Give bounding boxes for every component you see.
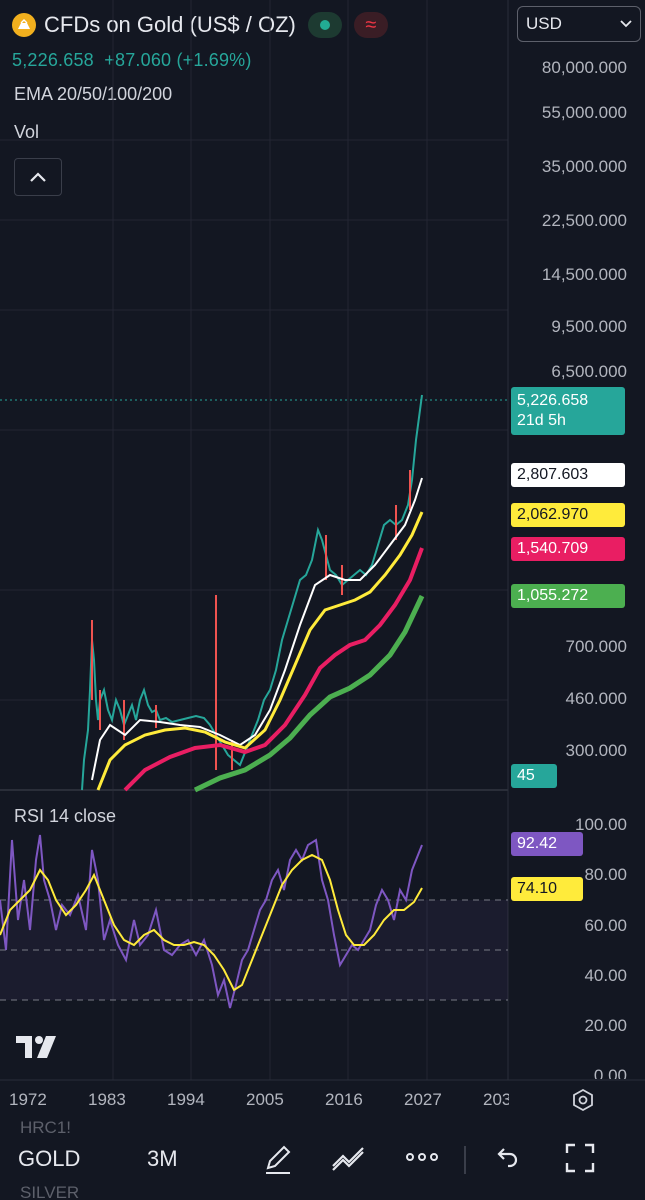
currency-value: USD: [526, 14, 562, 33]
gold-symbol-icon: [12, 13, 36, 37]
symbol-button[interactable]: GOLD: [18, 1146, 81, 1171]
time-axis-label: 2016: [325, 1090, 363, 1109]
price-axis-label: 14,500.000: [541, 265, 627, 284]
price-axis-label: 22,500.000: [541, 211, 627, 230]
chart-settings-button[interactable]: [571, 1088, 595, 1117]
bottom-toolbar: [0, 1124, 645, 1200]
ema20-tag: 2,807.603: [511, 463, 625, 487]
indicator-ema-label[interactable]: EMA 20/50/100/200: [14, 84, 173, 104]
rsi-label[interactable]: RSI 14 close: [14, 806, 117, 826]
rsi-axis-label: 0.00: [593, 1066, 627, 1079]
status-dot-icon: [319, 20, 330, 30]
indicators-button[interactable]: [331, 1142, 367, 1179]
undo-button[interactable]: [494, 1146, 520, 1177]
market-open-indicator[interactable]: [307, 12, 342, 38]
rsi-axis-label: 60.00: [584, 916, 627, 935]
rsi-axis-label: 80.00: [584, 865, 627, 884]
time-axis-label: 203: [483, 1090, 509, 1109]
price-chart[interactable]: [0, 0, 645, 1124]
ema-20-line: [91, 477, 423, 781]
price-axis-label: 460.000: [565, 689, 627, 708]
price-axis-label: 55,000.000: [541, 103, 627, 122]
toolbar-divider: [464, 1146, 466, 1174]
rsi-ma-tag: 74.10: [511, 877, 583, 901]
ema100-tag: 1,540.709: [511, 537, 625, 561]
indicator-vol-label[interactable]: Vol: [14, 122, 40, 142]
time-axis-label: 2027: [404, 1090, 442, 1109]
rsi-value-tag: 92.42: [511, 832, 583, 856]
volume-tag: 45: [511, 764, 557, 788]
price-axis-label: 300.000: [565, 741, 627, 760]
rsi-ma-line: [0, 853, 423, 992]
last-price-value: 5,226.658: [517, 392, 589, 409]
price-axis-label: 9,500.000: [551, 317, 627, 336]
settings-hexagon-icon: [573, 1088, 593, 1112]
price-change: 5,226.658 +87.060 (+1.69%): [12, 50, 252, 70]
collapse-indicators-button[interactable]: [14, 158, 62, 196]
price-axis-label: 6,500.000: [551, 362, 627, 381]
rsi-axis-label: 40.00: [584, 966, 627, 985]
ema50-tag: 2,062.970: [511, 503, 625, 527]
chevron-down-icon: [620, 20, 632, 28]
undo-icon: [497, 1148, 518, 1168]
currency-select[interactable]: USD: [517, 6, 641, 42]
ema200-tag: 1,055.272: [511, 584, 625, 608]
price-axis-label: 80,000.000: [541, 58, 627, 77]
ema-50-line: [96, 511, 424, 791]
symbol-title: CFDs on Gold (US$ / OZ): [44, 12, 296, 37]
trend-lines-icon: [332, 1147, 364, 1171]
last-price-tag: 5,226.658 21d 5h: [511, 387, 625, 435]
time-axis-label: 2005: [246, 1090, 284, 1109]
drawing-tool-button[interactable]: [262, 1142, 294, 1181]
interval-button[interactable]: 3M: [147, 1146, 178, 1171]
fullscreen-button[interactable]: [564, 1142, 596, 1179]
ema-200-line: [193, 594, 425, 793]
bar-countdown: 21d 5h: [517, 412, 566, 429]
more-dots-icon: [406, 1153, 438, 1161]
price-axis-label: 700.000: [565, 637, 627, 656]
rsi-line: [0, 834, 423, 1009]
wave-icon: ≈: [365, 13, 377, 36]
fullscreen-icon: [565, 1143, 595, 1173]
time-axis-label: 1972: [9, 1090, 47, 1109]
symbol-header[interactable]: CFDs on Gold (US$ / OZ) ≈: [12, 12, 388, 38]
previous-symbol-hint[interactable]: HRC1!: [20, 1118, 72, 1137]
next-symbol-hint[interactable]: SILVER: [20, 1183, 80, 1200]
time-axis-label: 1983: [88, 1090, 126, 1109]
chart-type-toggle[interactable]: ≈: [353, 12, 388, 38]
rsi-axis-label: 100.00: [575, 815, 627, 834]
chevron-up-icon: [30, 172, 46, 182]
candlesticks: [81, 394, 423, 791]
time-axis-label: 1994: [167, 1090, 205, 1109]
pencil-icon: [266, 1145, 291, 1174]
more-button[interactable]: [404, 1150, 440, 1169]
rsi-axis-label: 20.00: [584, 1016, 627, 1035]
tradingview-logo-icon[interactable]: [16, 1032, 66, 1065]
price-axis-label: 35,000.000: [541, 157, 627, 176]
ema-100-line: [123, 547, 424, 792]
